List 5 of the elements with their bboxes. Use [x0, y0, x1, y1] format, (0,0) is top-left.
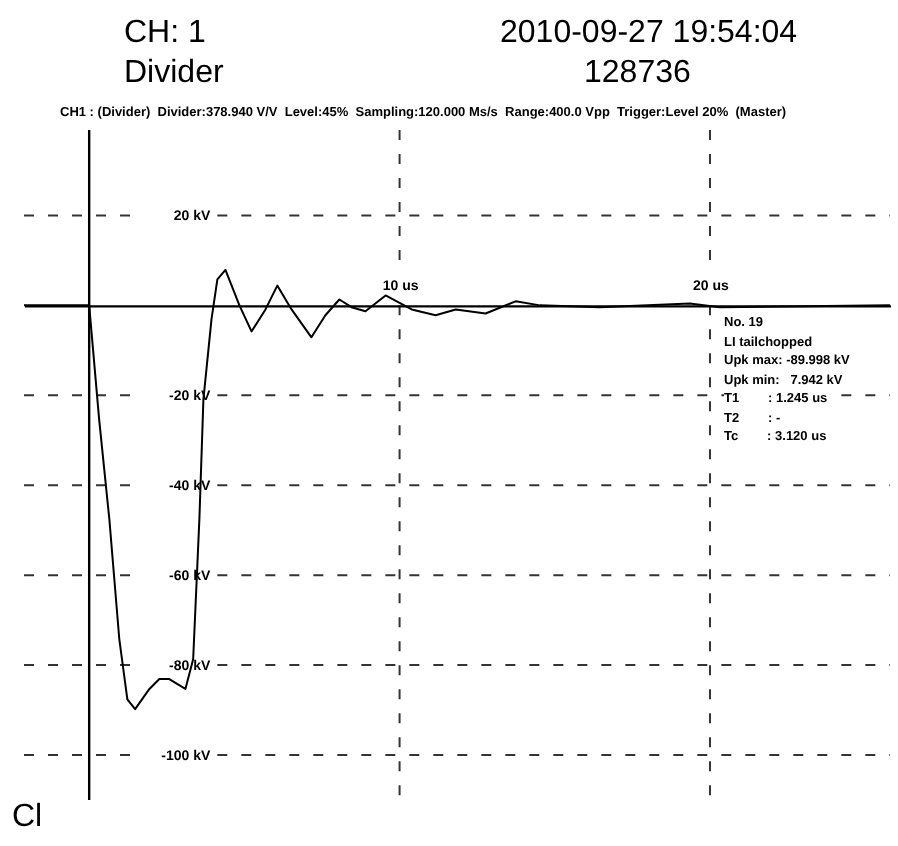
- chart-subtitle: Divider: [124, 56, 224, 92]
- text: 2010-09-27 19:54:04: [500, 16, 798, 52]
- text: 128736: [584, 56, 691, 92]
- chart-title: CH: 1: [124, 16, 206, 52]
- text: Cl: [12, 800, 43, 836]
